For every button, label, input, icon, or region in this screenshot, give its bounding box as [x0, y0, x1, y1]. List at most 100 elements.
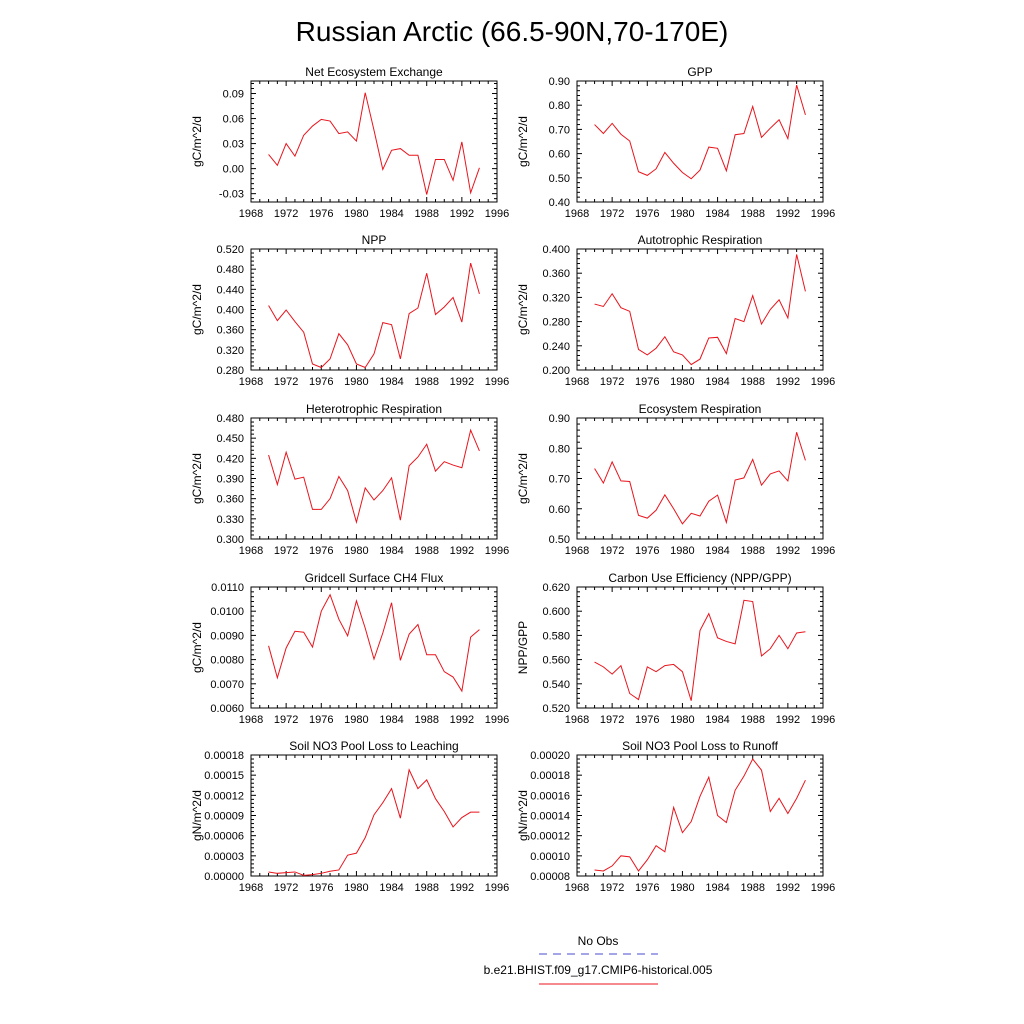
- x-tick-label: 1968: [239, 376, 263, 388]
- x-tick-label: 1984: [379, 882, 403, 894]
- plot-frame: [576, 248, 824, 371]
- panel-carbon-use-efficiency-npp-gpp: Carbon Use Efficiency (NPP/GPP) NPP/GPP 19…: [516, 571, 835, 726]
- x-tick-label: 1984: [705, 208, 729, 220]
- series-line-gridcell-surface-ch4-flux: [268, 593, 480, 693]
- y-tick-label: 0.00018: [204, 750, 244, 762]
- panel-title: Carbon Use Efficiency (NPP/GPP): [608, 571, 791, 585]
- x-tick-label: 1980: [344, 376, 368, 388]
- panel-title: GPP: [687, 65, 712, 79]
- x-tick-label: 1972: [274, 882, 298, 894]
- x-tick-label: 1980: [670, 545, 694, 557]
- y-tick-label: 0.0100: [210, 606, 244, 618]
- legend-label-no-obs: No Obs: [578, 934, 619, 948]
- y-tick-label: 0.70: [549, 124, 570, 136]
- panel-title: Autotrophic Respiration: [638, 233, 763, 247]
- x-tick-label: 1984: [705, 376, 729, 388]
- x-tick-label: 1980: [344, 208, 368, 220]
- y-tick-label: 0.90: [549, 76, 570, 88]
- y-tick-label: 0.520: [216, 244, 244, 256]
- y-tick-label: 0.80: [549, 100, 570, 112]
- x-tick-label: 1980: [344, 882, 368, 894]
- y-tick-label: 0.60: [549, 504, 570, 516]
- series-line-soil-no3-pool-loss-to-runoff: [594, 758, 806, 872]
- x-tick-label: 1992: [450, 882, 474, 894]
- y-axis-label: gC/m^2/d: [190, 622, 204, 673]
- x-tick-label: 1996: [811, 545, 835, 557]
- x-tick-label: 1996: [811, 376, 835, 388]
- x-tick-label: 1968: [239, 208, 263, 220]
- x-tick-label: 1968: [565, 714, 589, 726]
- x-tick-label: 1988: [740, 714, 764, 726]
- x-tick-label: 1968: [239, 882, 263, 894]
- panel-soil-no3-pool-loss-to-leaching: Soil NO3 Pool Loss to Leaching gN/m^2/d 19…: [190, 739, 509, 894]
- x-tick-label: 1988: [414, 714, 438, 726]
- x-tick-label: 1976: [635, 376, 659, 388]
- x-tick-label: 1988: [414, 882, 438, 894]
- y-axis-label: gC/m^2/d: [190, 116, 204, 167]
- x-tick-label: 1984: [379, 376, 403, 388]
- y-tick-label: 0.400: [542, 244, 570, 256]
- y-tick-label: 0.00009: [204, 811, 244, 823]
- y-tick-label: 0.400: [216, 305, 244, 317]
- x-tick-label: 1988: [740, 545, 764, 557]
- legend-label-model: b.e21.BHIST.f09_g17.CMIP6-historical.005: [484, 963, 713, 977]
- y-tick-label: 0.09: [223, 89, 244, 101]
- y-tick-label: 0.320: [216, 345, 244, 357]
- x-tick-label: 1992: [776, 714, 800, 726]
- legend: No Obs b.e21.BHIST.f09_g17.CMIP6-histori…: [484, 934, 713, 985]
- y-tick-label: 0.50: [549, 534, 570, 546]
- y-tick-label: 0.560: [542, 655, 570, 667]
- y-tick-label: 0.00006: [204, 831, 244, 843]
- x-tick-label: 1980: [670, 714, 694, 726]
- y-tick-label: 0.00016: [530, 790, 570, 802]
- y-axis-label: gC/m^2/d: [516, 116, 530, 167]
- y-tick-label: 0.520: [542, 703, 570, 715]
- panel-title: Soil NO3 Pool Loss to Leaching: [289, 739, 458, 753]
- y-tick-label: 0.00000: [204, 871, 244, 883]
- x-tick-label: 1992: [450, 545, 474, 557]
- y-tick-label: 0.300: [216, 534, 244, 546]
- plot-frame: [250, 248, 498, 371]
- y-tick-label: 0.0090: [210, 630, 244, 642]
- x-tick-label: 1972: [600, 376, 624, 388]
- y-axis-label: gC/m^2/d: [516, 453, 530, 504]
- panel-title: Soil NO3 Pool Loss to Runoff: [622, 739, 779, 753]
- y-axis-label: gC/m^2/d: [190, 284, 204, 335]
- y-tick-label: 0.70: [549, 474, 570, 486]
- y-tick-label: -0.03: [219, 189, 244, 201]
- y-tick-label: 0.80: [549, 443, 570, 455]
- y-tick-label: 0.280: [542, 317, 570, 329]
- panel-npp: NPP gC/m^2/d 1968 1972 1976 1980 1984 1988 1992 1…: [190, 233, 509, 388]
- x-tick-label: 1984: [705, 714, 729, 726]
- y-tick-label: 0.00003: [204, 851, 244, 863]
- series-line-heterotrophic-respiration: [268, 428, 480, 525]
- y-tick-label: 0.00020: [530, 750, 570, 762]
- plot-frame: [576, 586, 824, 709]
- y-tick-label: 0.06: [223, 114, 244, 126]
- x-tick-label: 1996: [811, 714, 835, 726]
- x-tick-label: 1988: [414, 376, 438, 388]
- x-tick-label: 1968: [239, 714, 263, 726]
- plot-frame: [250, 80, 498, 203]
- x-tick-label: 1992: [776, 545, 800, 557]
- y-tick-label: 0.420: [216, 453, 244, 465]
- y-tick-label: 0.360: [542, 268, 570, 280]
- y-tick-label: 0.00010: [530, 851, 570, 863]
- x-tick-label: 1980: [344, 714, 368, 726]
- x-tick-label: 1980: [670, 208, 694, 220]
- y-tick-label: 0.03: [223, 139, 244, 151]
- panel-title: Gridcell Surface CH4 Flux: [305, 571, 444, 585]
- y-tick-label: 0.0070: [210, 679, 244, 691]
- x-tick-label: 1984: [379, 545, 403, 557]
- x-tick-label: 1996: [485, 714, 509, 726]
- x-tick-label: 1976: [309, 882, 333, 894]
- panel-ecosystem-respiration: Ecosystem Respiration gC/m^2/d 1968 1972 197…: [516, 402, 835, 557]
- series-line-gpp: [594, 84, 806, 180]
- plot-frame: [250, 417, 498, 540]
- series-line-autotrophic-respiration: [594, 254, 806, 366]
- x-tick-label: 1992: [776, 376, 800, 388]
- y-tick-label: 0.390: [216, 474, 244, 486]
- series-line-npp: [268, 262, 480, 369]
- panel-title: NPP: [362, 233, 387, 247]
- y-tick-label: 0.320: [542, 292, 570, 304]
